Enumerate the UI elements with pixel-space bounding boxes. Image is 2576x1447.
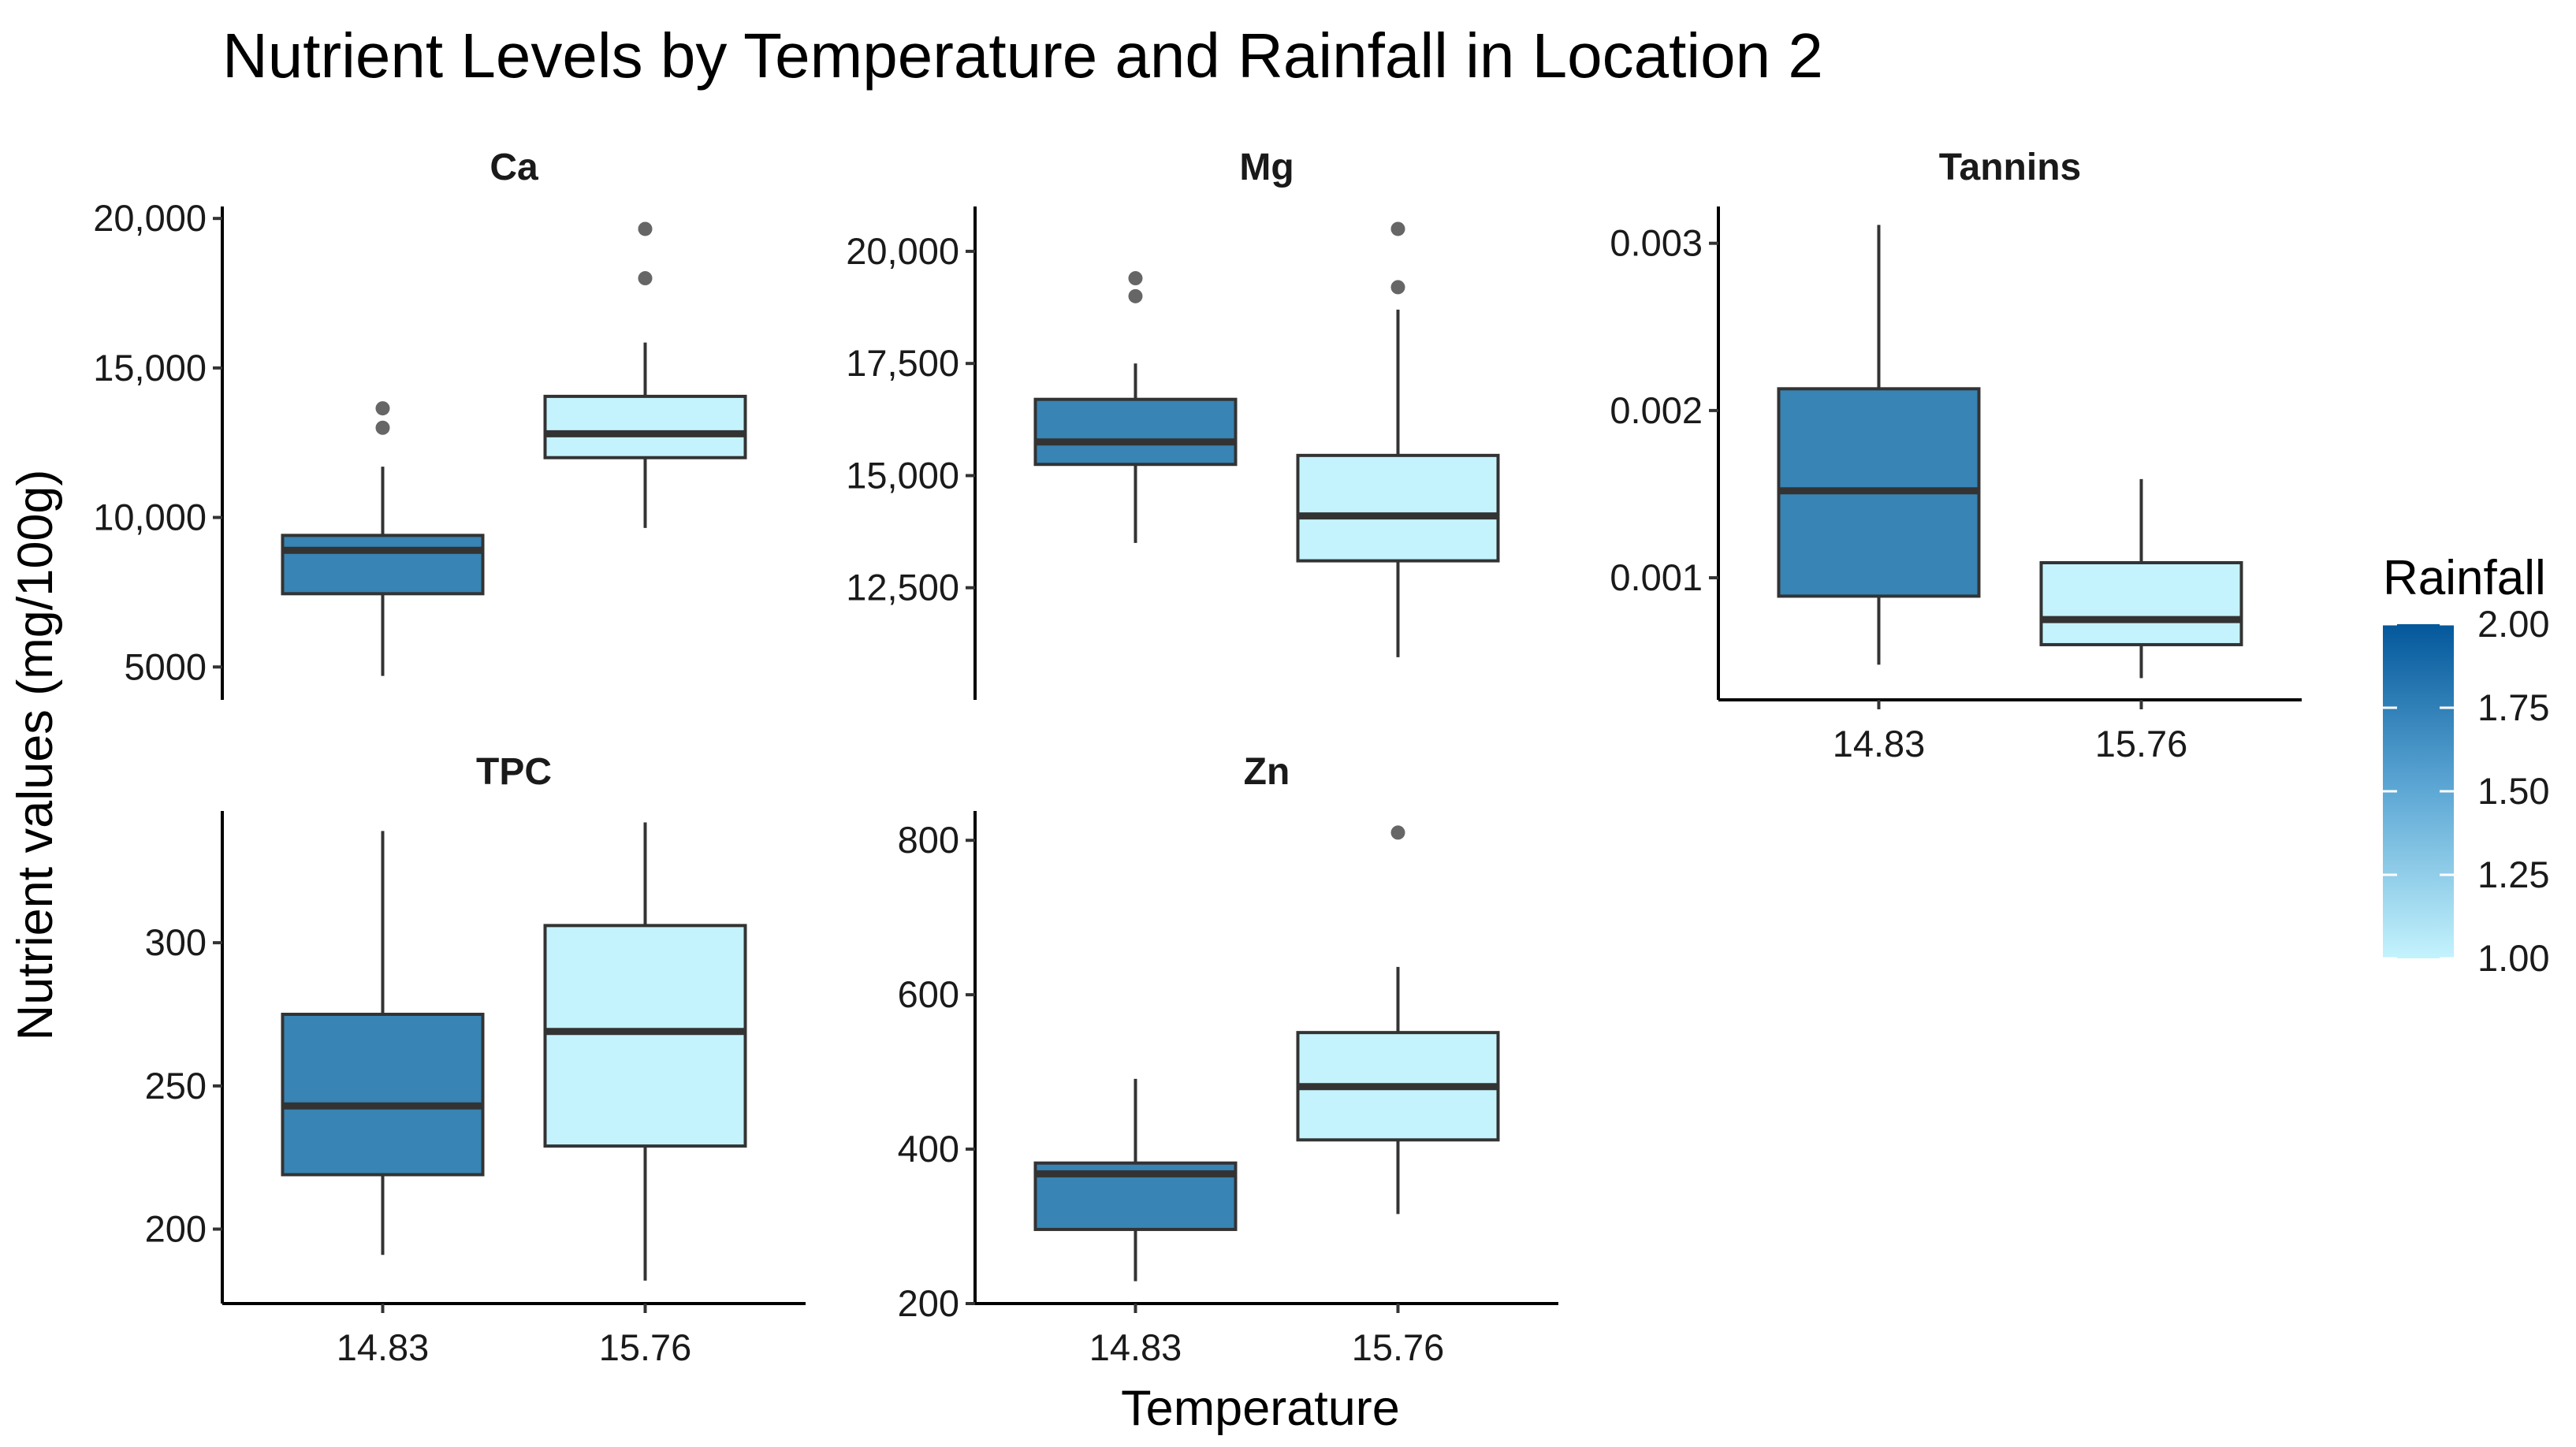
facet-label: Ca xyxy=(490,147,538,188)
outlier-point xyxy=(1128,288,1143,303)
x-tick-label: 15.76 xyxy=(1352,1326,1445,1368)
y-tick-label: 12,500 xyxy=(846,567,959,608)
legend-tick-label: 1.50 xyxy=(2477,770,2549,812)
y-tick-label: 0.002 xyxy=(1610,389,1703,431)
legend-tick-label: 1.00 xyxy=(2477,937,2549,979)
facet-label: Mg xyxy=(1239,147,1294,188)
box-iqr xyxy=(1033,397,1238,467)
box-iqr xyxy=(281,1012,485,1177)
outlier-point xyxy=(375,401,390,416)
y-tick-label: 17,500 xyxy=(846,342,959,384)
legend-tick-label: 1.25 xyxy=(2477,854,2549,895)
y-tick-label: 0.003 xyxy=(1610,222,1703,264)
outlier-point xyxy=(638,271,653,286)
y-axis-title: Nutrient values (mg/100g) xyxy=(8,470,63,1041)
y-tick-label: 200 xyxy=(898,1282,959,1324)
box-ca-14-83 xyxy=(281,401,485,676)
y-tick-label: 5000 xyxy=(124,645,207,687)
x-tick-label: 14.83 xyxy=(337,1326,430,1368)
y-tick-label: 400 xyxy=(898,1128,959,1170)
x-tick-label: 15.76 xyxy=(599,1326,692,1368)
facet-panel-ca: Ca 5000 10,000 15,000 20,000 xyxy=(93,147,747,700)
outlier-point xyxy=(1390,825,1405,840)
y-tick-label: 20,000 xyxy=(846,230,959,272)
facet-label: Tannins xyxy=(1939,147,2081,188)
box-tpc-14-83 xyxy=(281,831,485,1255)
y-tick-label: 10,000 xyxy=(93,497,207,538)
facet-panel-zn: Zn 200 400 600 800 14.83 15.76 xyxy=(898,751,1558,1368)
x-axis-title: Temperature xyxy=(1121,1381,1400,1436)
facet-panel-tannins: Tannins 0.001 0.002 0.003 14.83 15.76 xyxy=(1610,147,2302,764)
box-iqr xyxy=(543,924,747,1148)
y-tick-label: 15,000 xyxy=(93,347,207,389)
x-tick-label: 14.83 xyxy=(1089,1326,1182,1368)
outlier-point xyxy=(375,420,390,435)
facet-panel-tpc: TPC 200 250 300 14.83 15.76 xyxy=(145,751,806,1368)
legend-title: Rainfall xyxy=(2383,551,2546,605)
y-tick-label: 15,000 xyxy=(846,454,959,496)
outlier-point xyxy=(638,221,653,236)
legend-tick-label: 1.75 xyxy=(2477,686,2549,728)
chart-title: Nutrient Levels by Temperature and Rainf… xyxy=(222,20,1823,91)
outlier-point xyxy=(1128,271,1143,286)
box-iqr xyxy=(543,394,747,459)
x-tick-label: 15.76 xyxy=(2095,723,2188,764)
facet-label: Zn xyxy=(1244,751,1290,793)
box-iqr xyxy=(2039,560,2243,646)
legend-tick-label: 2.00 xyxy=(2477,603,2549,645)
box-zn-15-76 xyxy=(1296,825,1500,1215)
facet-panel-mg: Mg 12,500 15,000 17,500 20,000 xyxy=(846,147,1500,700)
y-tick-label: 250 xyxy=(145,1065,207,1107)
y-tick-label: 0.001 xyxy=(1610,556,1703,598)
box-ca-15-76 xyxy=(543,221,747,528)
box-mg-14-83 xyxy=(1033,271,1238,543)
box-tpc-15-76 xyxy=(543,822,747,1281)
x-tick-label: 14.83 xyxy=(1833,723,1926,764)
y-tick-label: 20,000 xyxy=(93,197,207,239)
facet-label: TPC xyxy=(476,751,552,793)
rainfall-legend: Rainfall 2.00 1.75 1.50 1.25 1.00 xyxy=(2383,551,2549,979)
y-tick-label: 800 xyxy=(898,819,959,861)
outlier-point xyxy=(1390,280,1405,295)
box-mg-15-76 xyxy=(1296,221,1500,657)
box-iqr xyxy=(1296,453,1500,563)
facets: Ca 5000 10,000 15,000 20,000 Mg 12,500 15,000 17… xyxy=(93,147,2302,1368)
box-tannins-15-76 xyxy=(2039,478,2243,679)
y-tick-label: 200 xyxy=(145,1208,207,1250)
box-zn-14-83 xyxy=(1033,1078,1238,1281)
box-iqr xyxy=(281,534,485,596)
outlier-point xyxy=(1390,221,1405,236)
y-tick-label: 600 xyxy=(898,973,959,1015)
box-tannins-14-83 xyxy=(1777,225,1981,665)
y-tick-label: 300 xyxy=(145,921,207,963)
